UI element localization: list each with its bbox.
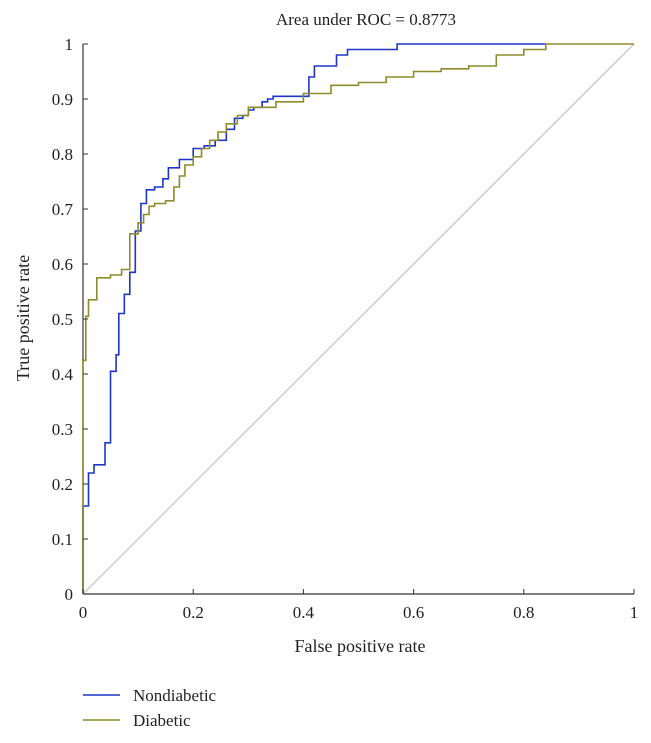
y-tick-label: 0: [65, 585, 74, 604]
legend: Nondiabetic Diabetic: [83, 686, 217, 730]
y-tick-label: 0.8: [52, 145, 73, 164]
y-tick-label: 0.9: [52, 90, 73, 109]
y-tick-label: 0.6: [52, 255, 73, 274]
x-tick-group: 0 0.2 0.4 0.6 0.8 1: [79, 589, 639, 622]
x-tick-label: 0: [79, 603, 88, 622]
y-tick-group: 0 0.1 0.2 0.3 0.4 0.5 0.6 0.7 0.8 0.9 1: [52, 35, 88, 604]
y-tick-label: 0.7: [52, 200, 74, 219]
y-tick-label: 0.3: [52, 420, 73, 439]
x-tick-label: 0.4: [293, 603, 315, 622]
x-axis-label: False positive rate: [295, 636, 426, 656]
y-axis-label: True positive rate: [13, 255, 33, 381]
reference-diagonal-line: [82, 43, 635, 595]
y-tick-label: 0.1: [52, 530, 73, 549]
series-layer: [82, 43, 634, 594]
legend-label-diabetic: Diabetic: [133, 711, 191, 730]
y-tick-label: 1: [65, 35, 74, 54]
y-tick-label: 0.5: [52, 310, 73, 329]
y-tick-label: 0.2: [52, 475, 73, 494]
series-line-diabetic: [82, 43, 634, 594]
reference-layer: [82, 43, 635, 595]
series-line-nondiabetic: [82, 43, 546, 594]
x-tick-label: 1: [630, 603, 639, 622]
legend-label-nondiabetic: Nondiabetic: [133, 686, 217, 705]
chart-title: Area under ROC = 0.8773: [276, 10, 456, 29]
x-tick-label: 0.6: [403, 603, 424, 622]
x-tick-label: 0.8: [513, 603, 534, 622]
x-tick-label: 0.2: [183, 603, 204, 622]
y-tick-label: 0.4: [52, 365, 74, 384]
